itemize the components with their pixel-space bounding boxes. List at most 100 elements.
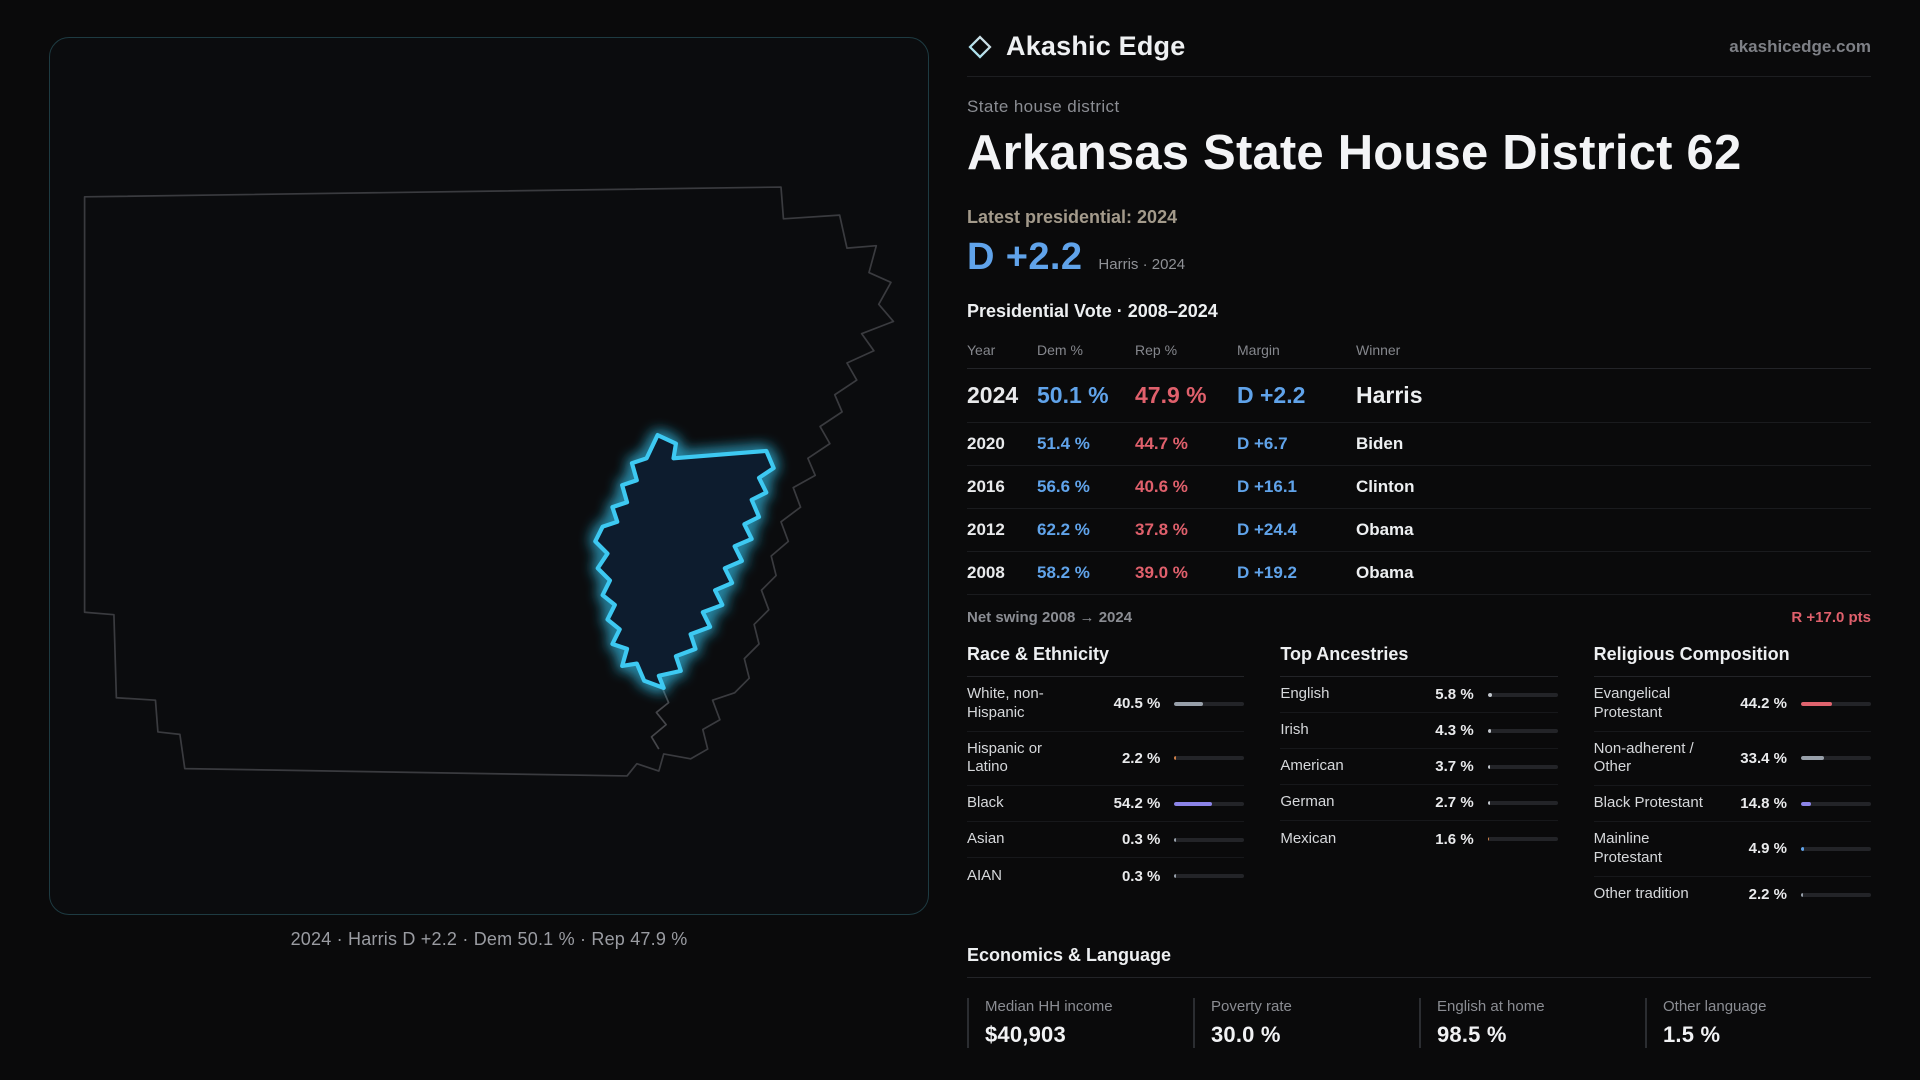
bar-track — [1487, 764, 1558, 769]
section-title: Religious Composition — [1593, 644, 1871, 677]
bar-fill — [1487, 800, 1490, 805]
demo-label: Mainline Protestant — [1593, 830, 1663, 866]
stat-poverty-rate: Poverty rate 30.0 % — [1193, 997, 1419, 1048]
cell-winner: Clinton — [1356, 477, 1415, 496]
headline-margin-row: D +2.2 Harris · 2024 — [967, 236, 1871, 279]
bar-track — [1174, 801, 1245, 806]
page-title: Arkansas State House District 62 — [967, 126, 1742, 180]
kicker: State house district — [967, 97, 1120, 116]
demo-label: Hispanic or Latino — [967, 739, 1043, 776]
col-margin: Margin — [1237, 342, 1280, 358]
demo-row: AIAN 0.3 % — [967, 858, 1245, 894]
bar-track — [1800, 801, 1871, 806]
net-swing-label: Net swing 2008 → 2024 — [967, 609, 1133, 626]
table-row: 2024 50.1 % 47.9 % D +2.2 Harris — [967, 369, 1871, 423]
table-row: 2012 62.2 % 37.8 % D +24.4 Obama — [967, 509, 1871, 552]
bar-fill — [1800, 846, 1805, 851]
cell-winner: Biden — [1356, 434, 1404, 453]
bar-track — [1487, 837, 1558, 841]
demo-value: 4.3 % — [1435, 722, 1474, 739]
demo-row: English 5.8 % — [1280, 677, 1558, 713]
demo-value: 40.5 % — [1113, 695, 1161, 713]
cell-winner: Obama — [1356, 520, 1414, 539]
arkansas-map — [83, 186, 895, 777]
demo-label: Other tradition — [1593, 885, 1689, 903]
stat-median-income: Median HH income $40,903 — [967, 997, 1193, 1048]
county-boundary-line — [650, 685, 670, 750]
section-title: Top Ancestries — [1280, 644, 1558, 677]
demo-value: 1.6 % — [1435, 830, 1474, 848]
stat-label: English at home — [1437, 997, 1545, 1015]
demo-label: Non-adherent / Other — [1593, 739, 1694, 776]
demo-row: Mexican 1.6 % — [1280, 821, 1558, 857]
diamond-logo-icon — [967, 34, 993, 60]
bar-fill — [1487, 837, 1490, 841]
stat-label: Poverty rate — [1211, 997, 1292, 1015]
demo-value: 2.2 % — [1748, 886, 1787, 903]
bar-fill — [1800, 756, 1825, 761]
bar-fill — [1487, 692, 1492, 697]
cell-rep: 40.6 % — [1135, 477, 1188, 496]
bar-track — [1800, 756, 1871, 761]
demo-label: AIAN — [967, 866, 1003, 884]
stat-english-at-home: English at home 98.5 % — [1419, 997, 1645, 1048]
demo-label: Asian — [967, 830, 1005, 848]
stat-value: 1.5 % — [1663, 1021, 1721, 1047]
map-column: 2024 · Harris D +2.2 · Dem 50.1 % · Rep … — [49, 37, 929, 1080]
bar-fill — [1800, 801, 1812, 806]
demo-value: 2.7 % — [1435, 794, 1474, 811]
table-row: 2016 56.6 % 40.6 % D +16.1 Clinton — [967, 466, 1871, 509]
cell-dem: 51.4 % — [1037, 434, 1090, 453]
col-winner: Winner — [1356, 342, 1401, 358]
demo-value: 0.3 % — [1121, 867, 1161, 885]
demo-label: Black Protestant — [1593, 794, 1703, 812]
stat-value: $40,903 — [985, 1021, 1066, 1047]
table-row: 2020 51.4 % 44.7 % D +6.7 Biden — [967, 423, 1871, 466]
stat-label: Median HH income — [985, 997, 1113, 1015]
cell-year: 2008 — [967, 563, 1005, 582]
bar-track — [1800, 701, 1871, 706]
bar-track — [1174, 701, 1245, 706]
demo-value: 4.9 % — [1748, 840, 1787, 858]
bar-track — [1487, 692, 1558, 697]
bar-fill — [1800, 892, 1803, 897]
demo-label: Mexican — [1280, 829, 1337, 847]
demo-value: 5.8 % — [1435, 686, 1474, 703]
site-link[interactable]: akashicedge.com — [1729, 36, 1871, 56]
cell-dem: 62.2 % — [1037, 520, 1090, 539]
demo-value: 0.3 % — [1121, 831, 1161, 848]
demo-row: Other tradition 2.2 % — [1594, 877, 1871, 913]
cell-dem: 58.2 % — [1037, 563, 1090, 582]
bar-track — [1174, 874, 1245, 878]
col-dem: Dem % — [1037, 342, 1083, 358]
demo-row: Black Protestant 14.8 % — [1593, 786, 1871, 822]
demo-value: 54.2 % — [1113, 795, 1161, 812]
district-map-panel — [49, 37, 929, 915]
demo-label: American — [1280, 757, 1344, 775]
col-year: Year — [967, 342, 996, 358]
cell-year: 2012 — [967, 520, 1005, 539]
cell-winner: Obama — [1356, 563, 1414, 582]
map-caption: 2024 · Harris D +2.2 · Dem 50.1 % · Rep … — [290, 929, 688, 949]
bar-fill — [1174, 837, 1176, 842]
brand: Akashic Edge — [967, 31, 1185, 62]
bar-track — [1174, 756, 1245, 761]
table-row: 2008 58.2 % 39.0 % D +19.2 Obama — [967, 552, 1871, 595]
demo-value: 33.4 % — [1740, 749, 1787, 767]
cell-rep: 44.7 % — [1135, 434, 1188, 453]
cell-margin: D +16.1 — [1237, 477, 1298, 496]
net-swing-row: Net swing 2008 → 2024 R +17.0 pts — [967, 595, 1871, 638]
vote-table-header: Year Dem % Rep % Margin Winner — [967, 334, 1871, 369]
header: Akashic Edge akashicedge.com — [967, 31, 1871, 77]
cell-margin: D +2.2 — [1237, 382, 1306, 408]
stat-value: 98.5 % — [1437, 1021, 1507, 1047]
demo-row: Asian 0.3 % — [967, 822, 1245, 858]
demographics-grid: Race & Ethnicity White, non-Hispanic 40.… — [967, 644, 1871, 913]
race-ethnicity-column: Race & Ethnicity White, non-Hispanic 40.… — [967, 644, 1245, 913]
district-62-shape[interactable] — [593, 432, 776, 691]
cell-rep: 37.8 % — [1135, 520, 1188, 539]
demo-label: White, non-Hispanic — [967, 685, 1044, 721]
demo-row: German 2.7 % — [1280, 785, 1558, 821]
cell-year: 2016 — [967, 477, 1005, 496]
